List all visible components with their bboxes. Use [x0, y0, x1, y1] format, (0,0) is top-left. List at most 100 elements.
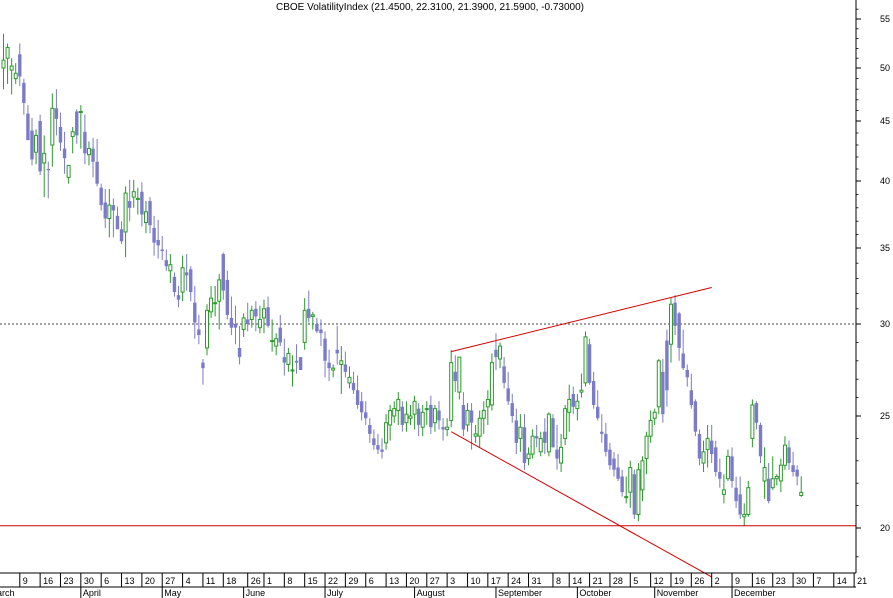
price-tick-label: 25: [880, 411, 890, 421]
candle: [18, 43, 22, 87]
candle-body: [429, 404, 433, 428]
candle-body: [681, 353, 685, 369]
candle: [600, 414, 604, 443]
candle: [246, 302, 250, 332]
candle-body: [774, 475, 779, 480]
candle: [799, 476, 804, 497]
candle: [485, 390, 490, 425]
time-axis: 9 16 23 30 6 13 20 27 4 11 18 26 1 8 15 22 29 6 13 20 27 3 10 1…: [0, 572, 867, 598]
candle: [567, 384, 572, 432]
candle: [22, 78, 26, 115]
candle-body: [432, 408, 437, 424]
candle: [795, 465, 799, 486]
candle-body: [705, 437, 710, 451]
day-tick-label: 18: [226, 576, 236, 586]
candle: [213, 286, 218, 317]
day-tick-label: 13: [125, 576, 135, 586]
candle: [494, 333, 498, 370]
candle-body: [721, 489, 726, 495]
candle: [115, 206, 120, 230]
candle: [111, 198, 116, 238]
candle: [510, 393, 514, 423]
candle: [526, 447, 531, 466]
candle-body: [522, 427, 527, 464]
candle-body: [9, 65, 14, 71]
candle: [640, 456, 645, 502]
candle-body: [160, 249, 164, 252]
candle-body: [298, 357, 303, 370]
candle: [257, 305, 262, 334]
candle-body: [498, 345, 503, 360]
candle: [254, 301, 258, 332]
candle: [596, 390, 600, 421]
candle-body: [135, 197, 140, 200]
candle-body: [766, 478, 771, 502]
candle: [612, 451, 616, 477]
candle: [469, 403, 474, 450]
candle-body: [70, 131, 75, 138]
candle: [9, 58, 14, 95]
candle-body: [477, 417, 482, 437]
candle-body: [665, 340, 669, 391]
candle-body: [22, 82, 26, 103]
candle-body: [50, 107, 55, 146]
candle: [774, 474, 779, 486]
price-tick-label: 40: [880, 176, 890, 186]
candle-body: [246, 319, 250, 324]
month-label: November: [657, 588, 699, 598]
candle-body: [725, 455, 730, 480]
candle: [725, 449, 730, 481]
candle: [95, 139, 99, 187]
day-tick-label: 6: [104, 576, 109, 586]
candle-body: [795, 469, 799, 477]
candle-body: [445, 426, 450, 430]
candle: [661, 358, 665, 423]
candle-body: [241, 317, 246, 331]
candle: [225, 270, 230, 320]
candle: [38, 114, 42, 175]
candle: [176, 286, 181, 308]
month-label: August: [417, 588, 446, 598]
day-tick-label: 17: [491, 576, 501, 586]
candle-body: [449, 362, 454, 421]
candle: [424, 401, 429, 425]
candle-body: [644, 435, 649, 460]
day-tick-label: 21: [857, 576, 867, 586]
candle: [261, 299, 266, 334]
candle-body: [762, 467, 767, 482]
candle-body: [587, 344, 592, 383]
candle-body: [359, 401, 364, 413]
candle-body: [628, 467, 633, 493]
candle-body: [652, 411, 657, 419]
day-tick-label: 8: [287, 576, 292, 586]
day-tick-label: 27: [430, 576, 440, 586]
candle: [632, 469, 637, 520]
candle-body: [78, 110, 83, 114]
candle-body: [372, 438, 376, 446]
candle: [13, 63, 18, 84]
candle-body: [95, 161, 99, 184]
candle-body: [302, 309, 307, 343]
candle-body: [412, 400, 417, 415]
candle-body: [396, 398, 401, 411]
candle-body: [437, 410, 441, 421]
candle: [608, 442, 612, 470]
day-tick-label: 16: [755, 576, 765, 586]
candle-body: [799, 491, 804, 497]
candle: [620, 469, 624, 497]
candle: [432, 404, 437, 432]
candle: [644, 431, 649, 475]
candle-body: [770, 478, 775, 489]
candle: [323, 331, 327, 378]
candle-body: [119, 229, 124, 242]
candle-body: [567, 398, 572, 413]
candle-body: [278, 327, 282, 343]
candle-body: [424, 408, 429, 411]
candle-body: [201, 362, 205, 369]
candle: [335, 325, 339, 365]
candle-body: [661, 371, 665, 415]
candle: [762, 447, 767, 499]
candle-body: [583, 336, 588, 384]
candle: [364, 401, 368, 425]
